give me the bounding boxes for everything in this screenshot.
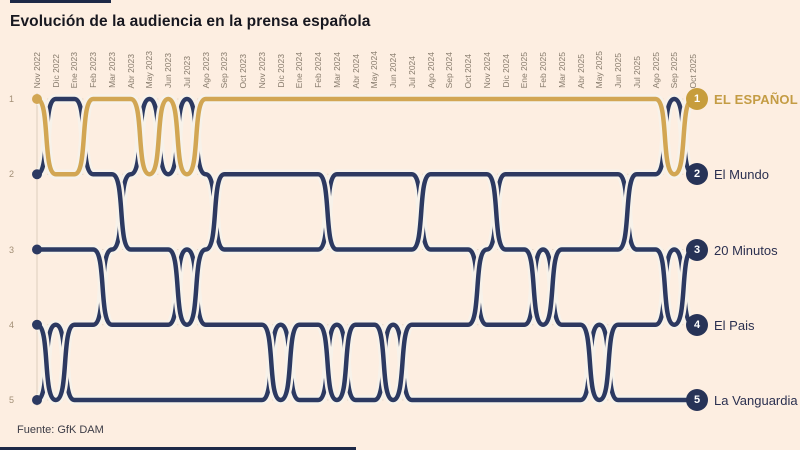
month-label: Ago 2025 bbox=[650, 51, 661, 88]
month-label: Oct 2025 bbox=[688, 53, 698, 89]
month-label: Oct 2023 bbox=[238, 53, 249, 89]
month-label: Dic 2023 bbox=[275, 54, 286, 88]
month-label: Mar 2024 bbox=[331, 52, 342, 88]
rank-axis-label: 2 bbox=[8, 169, 14, 180]
rank-badge-3: 3 bbox=[686, 238, 708, 261]
month-label: Ago 2023 bbox=[200, 51, 211, 88]
month-label: Dic 2022 bbox=[50, 54, 61, 88]
month-label: Jun 2023 bbox=[163, 53, 174, 88]
rank-axis-label: 4 bbox=[8, 319, 14, 330]
series-start-dot bbox=[32, 169, 42, 180]
month-label: Sep 2025 bbox=[669, 51, 680, 88]
series-label-1: EL ESPAÑOL bbox=[714, 92, 798, 107]
series-line-4 bbox=[34, 96, 696, 403]
month-label: Jul 2024 bbox=[406, 55, 417, 88]
month-label: Ene 2024 bbox=[294, 51, 305, 88]
series-start-dot bbox=[32, 94, 42, 104]
month-label: May 2025 bbox=[594, 50, 605, 88]
rank-axis-label: 3 bbox=[8, 244, 14, 255]
series-start-dot bbox=[32, 319, 42, 330]
month-label: May 2023 bbox=[144, 50, 155, 88]
month-label: Ene 2023 bbox=[69, 51, 80, 88]
series-start-dot bbox=[32, 244, 42, 255]
month-label: Feb 2024 bbox=[313, 52, 324, 88]
series-label-4: El Pais bbox=[714, 317, 755, 333]
rank-badge-2: 2 bbox=[686, 163, 708, 186]
rank-badge-5: 5 bbox=[686, 389, 708, 411]
month-label: Oct 2024 bbox=[463, 53, 474, 89]
rank-axis-label: 1 bbox=[8, 94, 14, 104]
month-label: Jul 2025 bbox=[631, 55, 642, 88]
rank-badge-1: 1 bbox=[686, 88, 708, 110]
month-label: Ago 2024 bbox=[425, 51, 436, 88]
series-line-1 bbox=[34, 96, 696, 177]
page-title: Evolución de la audiencia en la prensa e… bbox=[10, 13, 371, 30]
month-label: Sep 2024 bbox=[444, 51, 455, 88]
month-label: Nov 2023 bbox=[256, 51, 267, 88]
month-label: Abr 2024 bbox=[350, 53, 361, 89]
series-label-5: La Vanguardia bbox=[714, 393, 798, 408]
month-label: Abr 2023 bbox=[125, 53, 136, 89]
month-label: Nov 2024 bbox=[481, 51, 492, 88]
rank-badge-4: 4 bbox=[686, 313, 708, 336]
series-start-dot bbox=[32, 395, 42, 405]
series-label-2: El Mundo bbox=[714, 167, 769, 183]
month-label: May 2024 bbox=[369, 50, 380, 88]
bottom-accent-bar bbox=[0, 447, 356, 450]
series-label-3: 20 Minutos bbox=[714, 242, 778, 258]
series-line-2 bbox=[34, 96, 696, 327]
month-label: Mar 2023 bbox=[106, 52, 117, 88]
month-label: Jun 2024 bbox=[388, 53, 399, 88]
rank-axis-label: 5 bbox=[8, 395, 14, 405]
month-label: Sep 2023 bbox=[219, 51, 230, 88]
month-label: Ene 2025 bbox=[519, 51, 530, 88]
month-label: Dic 2024 bbox=[500, 54, 511, 88]
source-note: Fuente: GfK DAM bbox=[17, 424, 104, 436]
month-label: Feb 2025 bbox=[538, 52, 549, 88]
month-label: Abr 2025 bbox=[575, 53, 586, 89]
month-label: Mar 2025 bbox=[556, 52, 567, 88]
month-label: Feb 2023 bbox=[88, 52, 99, 88]
month-label: Nov 2022 bbox=[32, 51, 42, 88]
month-label: Jul 2023 bbox=[181, 55, 192, 88]
title-accent-bar bbox=[10, 0, 111, 3]
month-label: Jun 2025 bbox=[613, 53, 624, 88]
